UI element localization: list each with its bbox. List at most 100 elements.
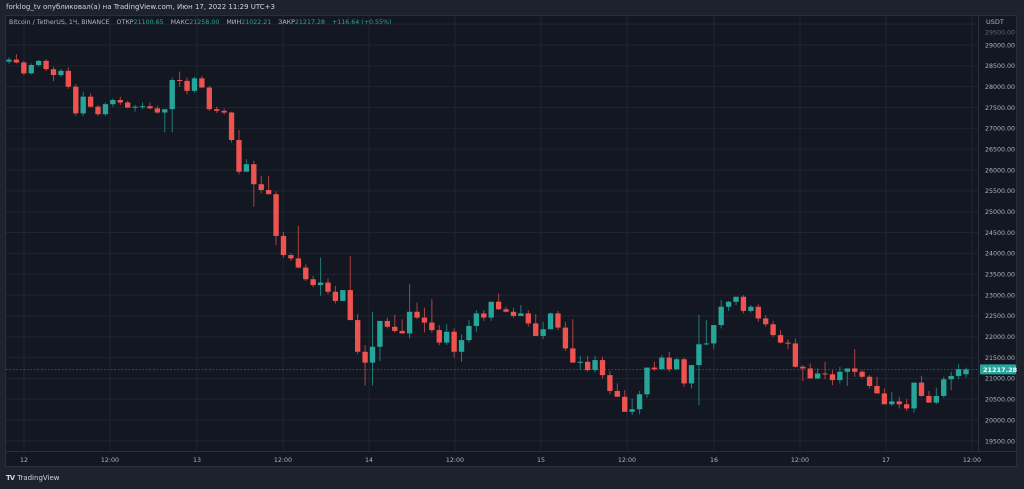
tradingview-brand[interactable]: TV TradingView bbox=[6, 474, 60, 482]
candle-body[interactable] bbox=[65, 70, 72, 87]
candle-body[interactable] bbox=[889, 401, 895, 405]
candle-body[interactable] bbox=[28, 65, 34, 74]
candle-body[interactable] bbox=[87, 96, 94, 107]
candle-body[interactable] bbox=[911, 382, 917, 409]
candle-body[interactable] bbox=[340, 290, 346, 301]
candle-body[interactable] bbox=[955, 369, 962, 376]
candle-body[interactable] bbox=[874, 385, 880, 394]
candle-body[interactable] bbox=[688, 365, 695, 384]
candle-body[interactable] bbox=[755, 306, 761, 319]
candle-body[interactable] bbox=[13, 59, 20, 63]
candle-body[interactable] bbox=[963, 369, 969, 375]
candle-body[interactable] bbox=[355, 320, 361, 352]
candle-body[interactable] bbox=[518, 313, 524, 316]
candle-body[interactable] bbox=[110, 100, 116, 105]
candle-body[interactable] bbox=[570, 348, 576, 363]
candle-body[interactable] bbox=[681, 359, 687, 384]
candle-body[interactable] bbox=[162, 109, 168, 113]
candle-body[interactable] bbox=[36, 60, 42, 66]
candle-body[interactable] bbox=[881, 393, 888, 405]
candle-body[interactable] bbox=[473, 313, 480, 326]
candle-body[interactable] bbox=[429, 322, 435, 331]
candle-body[interactable] bbox=[533, 323, 539, 336]
candle-body[interactable] bbox=[711, 325, 717, 344]
candle-body[interactable] bbox=[444, 331, 450, 343]
candle-body[interactable] bbox=[369, 346, 376, 363]
candle-body[interactable] bbox=[236, 140, 242, 172]
candle-body[interactable] bbox=[466, 325, 472, 341]
candle-body[interactable] bbox=[696, 344, 702, 366]
candle-body[interactable] bbox=[347, 290, 353, 321]
candle-body[interactable] bbox=[800, 366, 806, 369]
candle-body[interactable] bbox=[199, 78, 205, 88]
candle-body[interactable] bbox=[280, 235, 287, 256]
candle-body[interactable] bbox=[837, 371, 843, 381]
candle-body[interactable] bbox=[451, 331, 457, 352]
candle-body[interactable] bbox=[525, 313, 531, 324]
candle-body[interactable] bbox=[406, 311, 413, 334]
candle-body[interactable] bbox=[510, 311, 517, 316]
candle-body[interactable] bbox=[495, 301, 502, 310]
candle-body[interactable] bbox=[325, 282, 331, 292]
candle-body[interactable] bbox=[629, 409, 635, 412]
candle-body[interactable] bbox=[614, 390, 620, 397]
candle-body[interactable] bbox=[703, 343, 710, 345]
candle-body[interactable] bbox=[377, 320, 383, 347]
candle-body[interactable] bbox=[80, 96, 86, 114]
candle-body[interactable] bbox=[50, 69, 57, 76]
currency-label[interactable]: USDT bbox=[986, 18, 1004, 26]
candle-body[interactable] bbox=[169, 80, 175, 110]
candle-body[interactable] bbox=[844, 368, 850, 372]
candle-body[interactable] bbox=[95, 106, 101, 115]
candle-body[interactable] bbox=[748, 306, 754, 311]
candle-body[interactable] bbox=[206, 87, 212, 110]
candle-body[interactable] bbox=[414, 311, 420, 318]
candle-body[interactable] bbox=[384, 320, 391, 327]
candle-body[interactable] bbox=[58, 70, 64, 76]
candle-body[interactable] bbox=[139, 106, 146, 108]
candle-body[interactable] bbox=[866, 376, 873, 386]
candle-body[interactable] bbox=[117, 100, 123, 103]
candle-body[interactable] bbox=[258, 184, 264, 191]
candle-body[interactable] bbox=[859, 371, 865, 377]
candle-body[interactable] bbox=[852, 368, 858, 372]
candle-body[interactable] bbox=[399, 330, 405, 334]
candle-body[interactable] bbox=[792, 343, 799, 367]
symbol-label[interactable]: Bitcoin / TetherUS, 1Ч, BINANCE bbox=[9, 19, 110, 26]
candle-body[interactable] bbox=[221, 110, 227, 113]
candle-body[interactable] bbox=[243, 164, 250, 172]
candle-body[interactable] bbox=[718, 306, 724, 326]
candle-body[interactable] bbox=[607, 375, 613, 391]
candle-body[interactable] bbox=[785, 342, 791, 344]
candle-body[interactable] bbox=[73, 86, 79, 114]
candle-body[interactable] bbox=[421, 317, 428, 323]
candle-body[interactable] bbox=[6, 59, 12, 62]
candle-body[interactable] bbox=[903, 404, 910, 409]
candle-body[interactable] bbox=[154, 108, 161, 113]
candle-body[interactable] bbox=[644, 367, 650, 395]
candle-body[interactable] bbox=[503, 309, 509, 312]
candle-body[interactable] bbox=[184, 80, 190, 91]
candle-body[interactable] bbox=[288, 255, 294, 259]
candle-body[interactable] bbox=[584, 361, 591, 371]
candle-body[interactable] bbox=[941, 379, 947, 396]
candle-body[interactable] bbox=[125, 102, 131, 108]
candle-body[interactable] bbox=[770, 324, 776, 336]
candle-body[interactable] bbox=[814, 373, 821, 379]
candle-body[interactable] bbox=[436, 330, 442, 343]
candle-body[interactable] bbox=[547, 313, 554, 330]
candle-body[interactable] bbox=[948, 375, 954, 380]
candle-body[interactable] bbox=[214, 109, 220, 111]
candle-body[interactable] bbox=[918, 382, 925, 396]
candle-body[interactable] bbox=[622, 396, 628, 412]
candle-body[interactable] bbox=[191, 78, 198, 91]
candle-body[interactable] bbox=[659, 357, 665, 370]
candle-body[interactable] bbox=[725, 301, 732, 307]
candle-body[interactable] bbox=[636, 394, 643, 410]
candle-body[interactable] bbox=[896, 401, 902, 405]
candle-body[interactable] bbox=[926, 395, 932, 403]
candle-body[interactable] bbox=[740, 296, 747, 311]
candle-body[interactable] bbox=[577, 361, 583, 363]
candle-body[interactable] bbox=[666, 357, 672, 370]
candle-body[interactable] bbox=[251, 164, 257, 185]
